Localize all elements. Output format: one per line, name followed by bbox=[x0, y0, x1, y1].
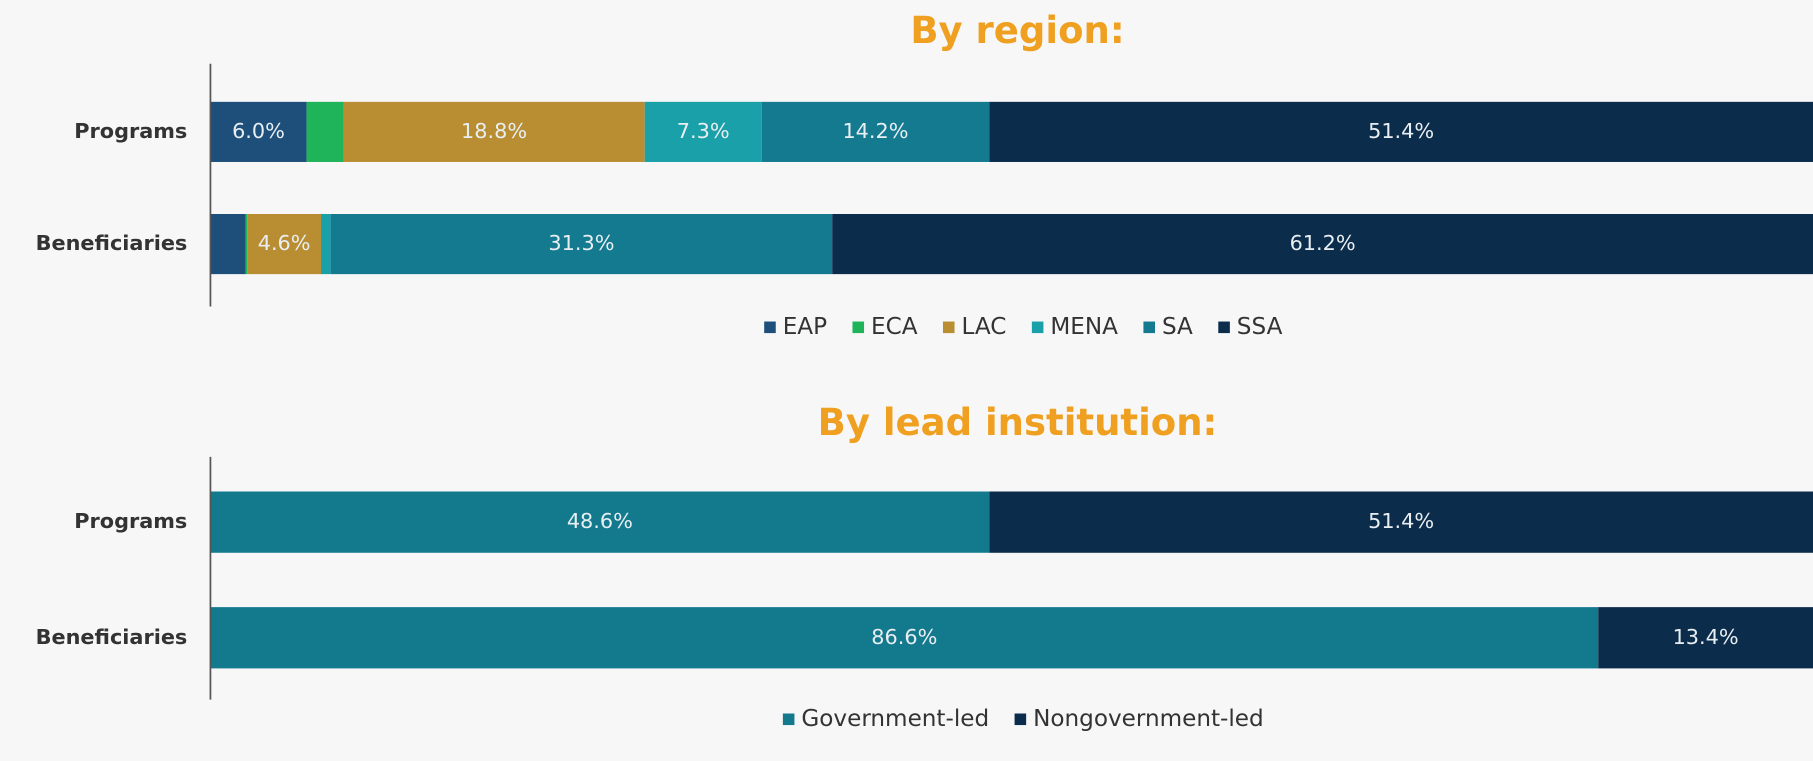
bar-segment bbox=[210, 101, 307, 162]
legend-swatch bbox=[1218, 321, 1230, 334]
bar-segment bbox=[210, 214, 246, 275]
data-label: 14.2% bbox=[842, 119, 908, 143]
legend: EAP ECA LAC MENA SA SSA bbox=[764, 314, 1283, 340]
bar-segment bbox=[989, 491, 1813, 553]
data-label: 18.8% bbox=[461, 119, 527, 143]
bar-segment bbox=[245, 214, 248, 275]
bar-segment bbox=[247, 214, 322, 275]
bar-segment bbox=[330, 214, 833, 275]
bar-segment bbox=[210, 607, 1599, 669]
legend-swatch bbox=[1031, 321, 1044, 334]
legend-swatch bbox=[852, 321, 865, 334]
data-label: 86.6% bbox=[871, 625, 937, 649]
y-tick-label: Beneficiaries bbox=[36, 625, 188, 649]
y-tick-label: Programs bbox=[74, 119, 187, 143]
bar-segment bbox=[306, 101, 344, 162]
bar-segment bbox=[1598, 607, 1813, 669]
data-label: 31.3% bbox=[548, 231, 614, 255]
chart-title: By lead institution: bbox=[818, 401, 1218, 444]
y-tick-label: Beneficiaries bbox=[36, 231, 188, 255]
legend-swatch bbox=[782, 713, 795, 726]
legend-label: SA bbox=[1162, 314, 1193, 340]
bar-segment bbox=[761, 101, 990, 162]
legend-swatch bbox=[1014, 713, 1027, 726]
data-label: 51.4% bbox=[1368, 119, 1434, 143]
legend-swatch bbox=[942, 321, 955, 334]
data-label: 13.4% bbox=[1673, 625, 1739, 649]
legend-swatch bbox=[1143, 321, 1155, 334]
bar-segment bbox=[343, 101, 645, 162]
legend-label: Government-led bbox=[801, 706, 989, 732]
legend-label: Nongovernment-led bbox=[1033, 706, 1264, 732]
data-label: 4.6% bbox=[258, 231, 311, 255]
legend-label: MENA bbox=[1050, 314, 1118, 340]
bar-segment bbox=[644, 101, 762, 162]
bar-segment bbox=[210, 491, 990, 553]
legend: Government-led Nongovernment-led bbox=[782, 706, 1264, 732]
y-tick-label: Programs bbox=[74, 509, 187, 533]
bar-segment bbox=[832, 214, 1813, 275]
legend-label: EAP bbox=[783, 314, 827, 340]
data-label: 51.4% bbox=[1368, 509, 1434, 533]
legend-label: LAC bbox=[961, 314, 1006, 340]
data-label: 48.6% bbox=[567, 509, 633, 533]
legend-label: ECA bbox=[871, 314, 918, 340]
bar-segment bbox=[989, 101, 1813, 162]
data-label: 7.3% bbox=[677, 119, 730, 143]
legend-swatch bbox=[764, 321, 776, 334]
data-label: 6.0% bbox=[232, 119, 285, 143]
legend-label: SSA bbox=[1237, 314, 1283, 340]
data-label: 61.2% bbox=[1290, 231, 1356, 255]
chart-title: By region: bbox=[910, 9, 1124, 52]
bar-segment bbox=[321, 214, 331, 275]
